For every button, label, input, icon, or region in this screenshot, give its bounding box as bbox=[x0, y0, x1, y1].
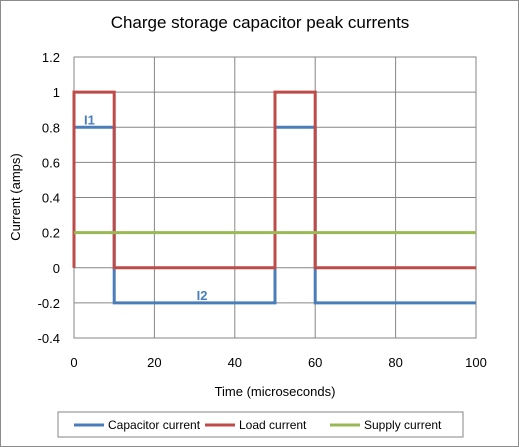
annotations: I1 I2 bbox=[84, 112, 207, 303]
series-lines bbox=[72, 90, 476, 305]
x-tick-label: 100 bbox=[465, 355, 487, 370]
x-axis: 0 20 40 60 80 100 bbox=[70, 355, 486, 370]
y-axis-label: Current (amps) bbox=[8, 153, 23, 240]
x-tick-label: 80 bbox=[388, 355, 402, 370]
y-tick-label: 0.8 bbox=[42, 120, 60, 135]
y-tick-label: 0.4 bbox=[42, 191, 60, 206]
y-tick-label: -0.2 bbox=[38, 296, 60, 311]
annotation-label: I1 bbox=[84, 112, 95, 127]
x-tick-label: 40 bbox=[228, 355, 242, 370]
y-tick-label: -0.4 bbox=[38, 331, 60, 346]
legend-entry: Supply current bbox=[364, 418, 442, 432]
annotation-label: I2 bbox=[197, 288, 208, 303]
legend: Capacitor current Load current Supply curr… bbox=[74, 418, 442, 432]
y-tick-label: 0 bbox=[53, 261, 60, 276]
x-tick-label: 20 bbox=[147, 355, 161, 370]
y-tick-label: 0.2 bbox=[42, 226, 60, 241]
legend-entry: Load current bbox=[239, 418, 307, 432]
legend-entry: Capacitor current bbox=[108, 418, 201, 432]
chart-title: Charge storage capacitor peak currents bbox=[111, 13, 410, 32]
x-axis-label: Time (microseconds) bbox=[215, 384, 336, 399]
y-tick-label: 0.6 bbox=[42, 155, 60, 170]
y-tick-label: 1 bbox=[53, 85, 60, 100]
x-tick-label: 0 bbox=[70, 355, 77, 370]
series-line-load-current bbox=[72, 90, 476, 270]
x-tick-label: 60 bbox=[308, 355, 322, 370]
y-axis: -0.4 -0.2 0 0.2 0.4 0.6 0.8 1 1.2 bbox=[38, 50, 60, 346]
legend-box bbox=[57, 411, 464, 438]
y-tick-label: 1.2 bbox=[42, 50, 60, 65]
